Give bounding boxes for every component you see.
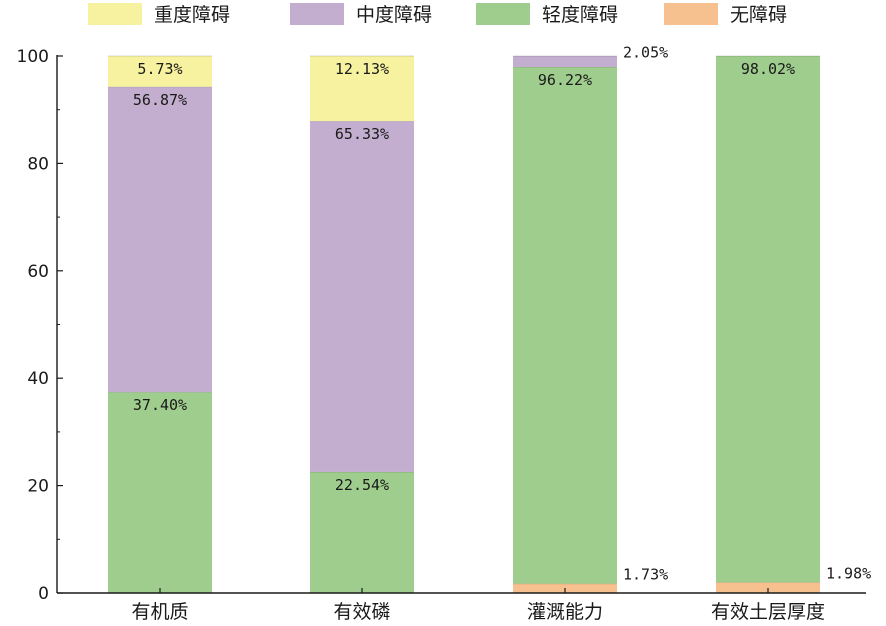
y-tick-label: 80 [27, 154, 49, 174]
bar-segment [108, 392, 212, 593]
bars-group [108, 55, 820, 593]
bar-segment [716, 56, 820, 583]
data-label: 37.40% [133, 396, 187, 414]
data-label: 1.73% [623, 566, 668, 584]
x-tick-label: 灌溉能力 [527, 601, 603, 623]
data-label: 65.33% [335, 125, 389, 143]
data-label: 98.02% [741, 60, 795, 78]
bar-segment [513, 67, 617, 584]
bar-segment [108, 86, 212, 393]
data-label: 1.98% [826, 564, 871, 582]
legend-label: 无障碍 [730, 4, 787, 26]
bar-segment [513, 56, 617, 68]
data-label: 96.22% [538, 71, 592, 89]
bar-segment [310, 471, 414, 593]
bar-segment [108, 56, 212, 87]
bar-segment [310, 121, 414, 472]
legend-label: 轻度障碍 [542, 4, 618, 26]
y-tick-label: 40 [27, 369, 49, 389]
y-tick-label: 20 [27, 477, 49, 497]
y-tick-label: 60 [27, 262, 49, 282]
data-label: 56.87% [133, 91, 187, 109]
y-tick-label: 100 [17, 47, 49, 67]
bar-segment [716, 582, 820, 593]
legend: 重度障碍 中度障碍 轻度障碍 无障碍 [88, 3, 787, 26]
legend-label: 重度障碍 [154, 4, 230, 26]
data-label: 22.54% [335, 476, 389, 494]
x-tick-label: 有机质 [131, 601, 188, 623]
x-tick-label: 有效磷 [333, 601, 390, 623]
legend-swatch [664, 3, 718, 25]
data-label: 5.73% [137, 60, 182, 78]
legend-swatch [476, 3, 530, 25]
legend-label: 中度障碍 [356, 4, 432, 26]
data-labels-group: 37.40% 56.87% 5.73% 22.54% 65.33% 12.13% 1.73%… [133, 44, 871, 584]
axes-group: 有机质 有效磷 灌溉能力 有效土层厚度 0 20 40 60 80 100 [17, 47, 866, 623]
y-tick-label: 0 [38, 584, 49, 604]
data-label: 12.13% [335, 60, 389, 78]
data-label: 2.05% [623, 44, 668, 62]
bar-segment [310, 56, 414, 122]
legend-swatch [290, 3, 344, 25]
x-tick-label: 有效土层厚度 [711, 601, 825, 623]
legend-swatch [88, 3, 142, 25]
